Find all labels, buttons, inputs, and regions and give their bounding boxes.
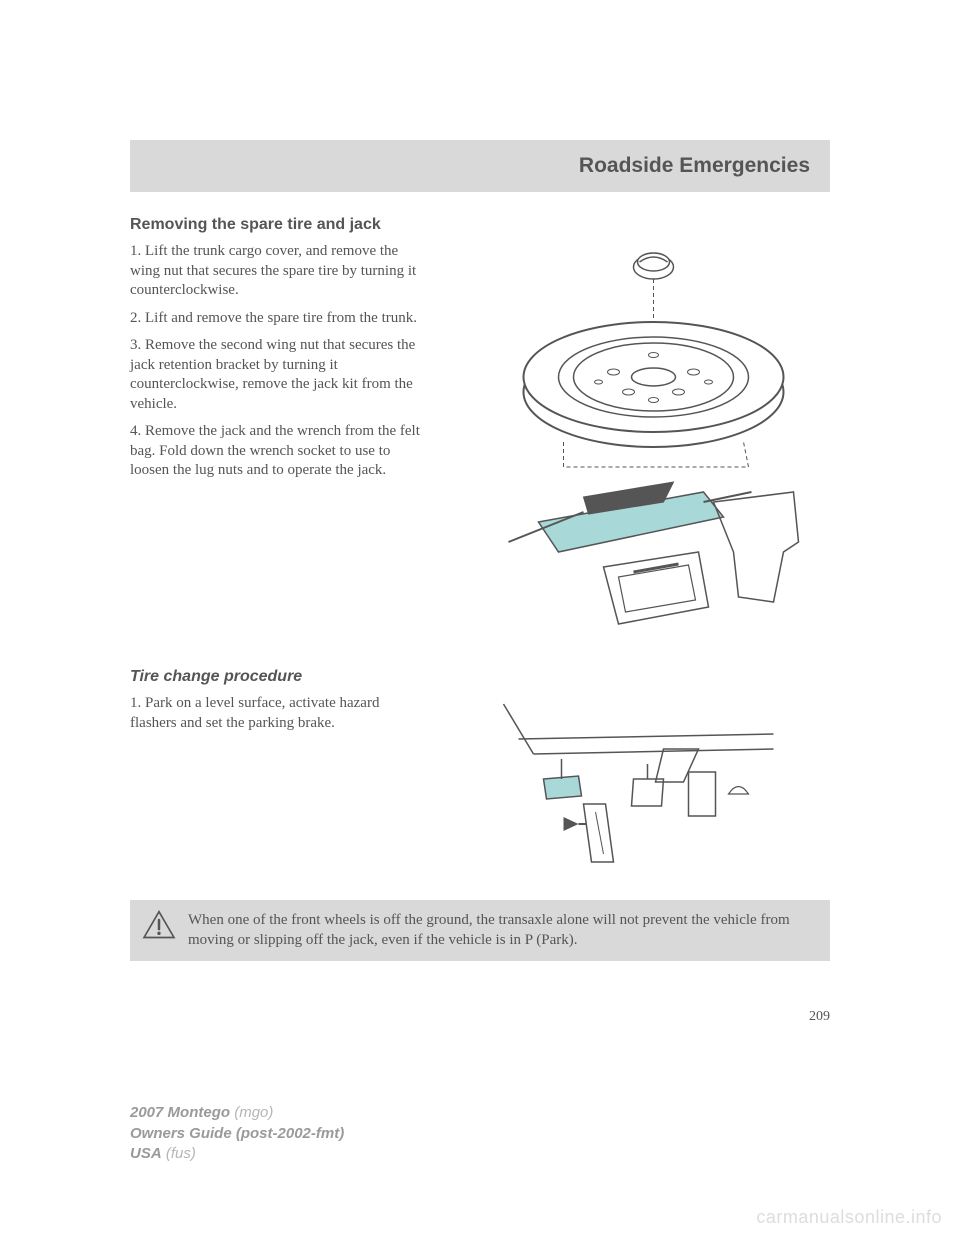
footer-line1: 2007 Montego (mgo) xyxy=(130,1103,344,1123)
section1-step3: 3. Remove the second wing nut that secur… xyxy=(130,336,425,414)
section2-heading: Tire change procedure xyxy=(130,668,830,686)
section2-step1: 1. Park on a level surface, activate haz… xyxy=(130,694,425,733)
warning-box: When one of the front wheels is off the … xyxy=(130,900,830,961)
footer-guide: Owners Guide (post-2002-fmt) xyxy=(130,1124,344,1144)
section2-image xyxy=(437,694,830,874)
header-title: Roadside Emergencies xyxy=(579,154,810,178)
spare-tire-diagram xyxy=(437,242,830,642)
footer-model: 2007 Montego xyxy=(130,1104,230,1121)
warning-icon xyxy=(142,910,176,940)
footer-model-code: (mgo) xyxy=(234,1104,273,1121)
page-number: 209 xyxy=(130,1009,830,1025)
section2-body: 1. Park on a level surface, activate haz… xyxy=(130,694,830,874)
section1-step4: 4. Remove the jack and the wrench from t… xyxy=(130,422,425,481)
watermark: carmanualsonline.info xyxy=(756,1207,942,1228)
footer: 2007 Montego (mgo) Owners Guide (post-20… xyxy=(130,1103,344,1164)
parking-brake-diagram xyxy=(437,694,830,874)
footer-region: USA xyxy=(130,1145,162,1162)
section1-body: 1. Lift the trunk cargo cover, and remov… xyxy=(130,242,830,642)
section2-text: 1. Park on a level surface, activate haz… xyxy=(130,694,425,874)
footer-region-code: (fus) xyxy=(166,1145,196,1162)
section1-image xyxy=(437,242,830,642)
footer-line3: USA (fus) xyxy=(130,1144,344,1164)
page-content: Roadside Emergencies Removing the spare … xyxy=(130,140,830,1025)
warning-text: When one of the front wheels is off the … xyxy=(188,910,818,951)
section1-heading: Removing the spare tire and jack xyxy=(130,216,830,234)
section1-step2: 2. Lift and remove the spare tire from t… xyxy=(130,309,425,329)
section1-step1: 1. Lift the trunk cargo cover, and remov… xyxy=(130,242,425,301)
header-bar: Roadside Emergencies xyxy=(130,140,830,192)
section1-text: 1. Lift the trunk cargo cover, and remov… xyxy=(130,242,425,642)
